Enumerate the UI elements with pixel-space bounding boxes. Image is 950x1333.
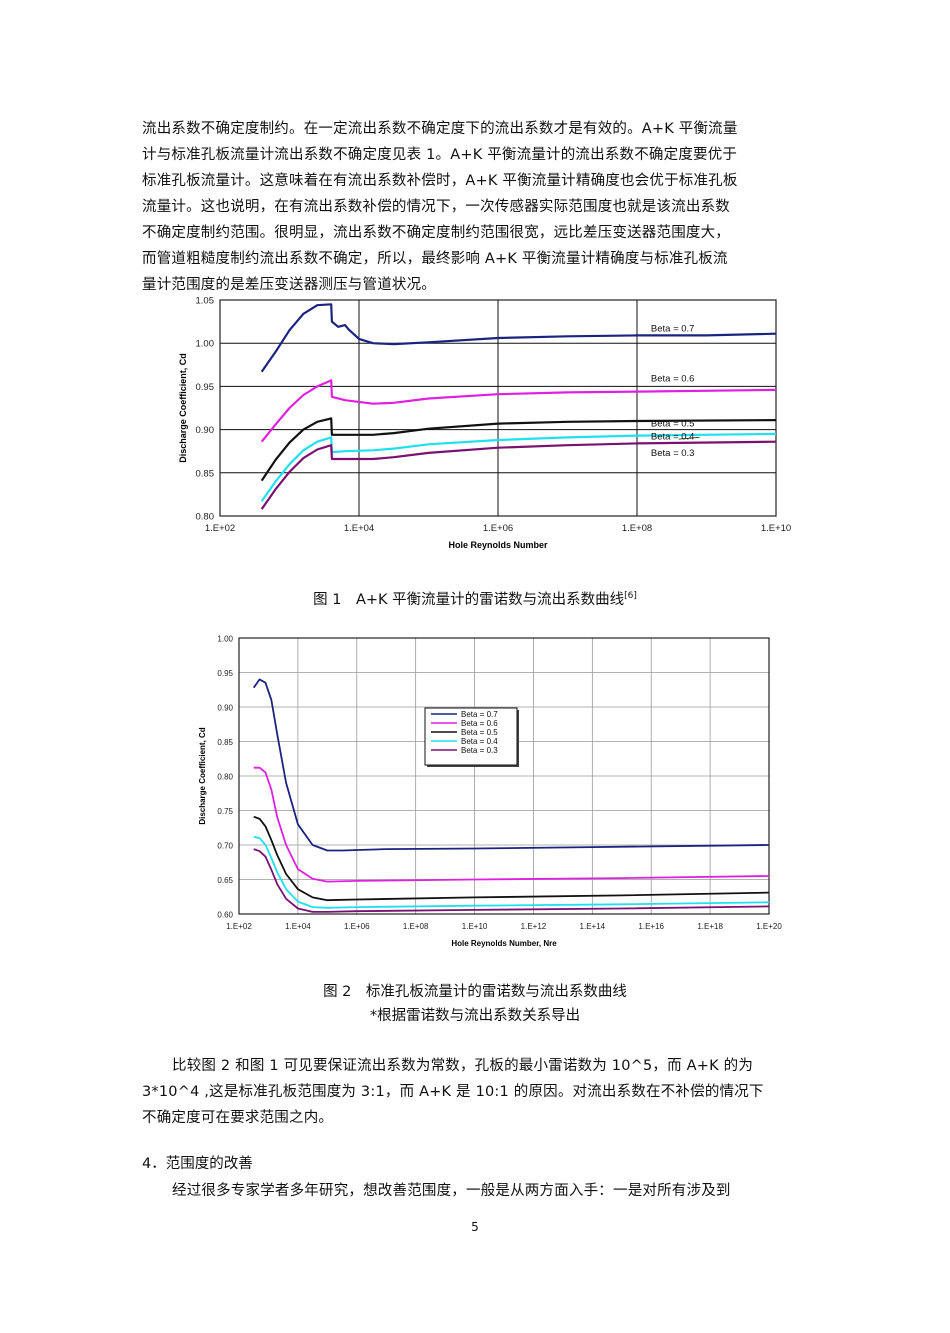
- intro-line: 而管道粗糙度制约流出系数不确定，所以，最终影响 A+K 平衡流量计精确度与标准孔…: [142, 251, 728, 267]
- x-tick-label: 1.E+04: [285, 922, 311, 931]
- figure2-caption: 图 2 标准孔板流量计的雷诺数与流出系数曲线 *根据雷诺数与流出系数关系导出: [0, 980, 950, 1028]
- y-tick-label: 0.95: [217, 669, 233, 678]
- x-tick-label: 1.E+10: [761, 523, 791, 534]
- x-axis-label: Hole Reynolds Number: [448, 540, 548, 550]
- section-heading: 4．范围度的改善: [142, 1156, 253, 1172]
- x-tick-label: 1.E+20: [756, 922, 782, 931]
- y-axis-label: Discharge Coefficient, Cd: [178, 353, 188, 463]
- legend-box: [424, 707, 518, 766]
- y-tick-label: 0.75: [217, 807, 233, 816]
- y-tick-label: 1.05: [196, 296, 215, 307]
- legend-entry: Beta = 0.7: [461, 710, 498, 719]
- figure1-chart: 1.E+02 1.E+04 1.E+06 1.E+08 1.E+10 0.80 0.85 0.…: [178, 296, 791, 551]
- figure1-caption-text: 图 1 A+K 平衡流量计的雷诺数与流出系数曲线: [313, 591, 625, 608]
- label-leader: [678, 436, 700, 440]
- y-tick-label: 0.80: [196, 512, 215, 523]
- figure2-caption-text: 图 2 标准孔板流量计的雷诺数与流出系数曲线: [323, 984, 627, 1000]
- x-tick-label: 1.E+08: [622, 523, 652, 534]
- legend-entry: Beta = 0.5: [461, 728, 498, 737]
- series-line: [253, 848, 770, 913]
- series-line: [253, 815, 770, 902]
- legend-entry: Beta = 0.6: [461, 719, 498, 728]
- y-tick-label: 0.70: [217, 842, 233, 851]
- series-line: [260, 432, 777, 502]
- figure2-chart: 1.E+02 1.E+04 1.E+06 1.E+08 1.E+10 1.E+12 1.E+…: [198, 635, 782, 949]
- y-tick-label: 0.95: [196, 382, 215, 393]
- x-tick-label: 1.E+04: [344, 523, 374, 534]
- x-tick-label: 1.E+02: [226, 922, 252, 931]
- x-tick-label: 1.E+08: [403, 922, 429, 931]
- y-tick-label: 0.90: [196, 425, 215, 436]
- y-tick-label: 0.80: [217, 773, 233, 782]
- series-label: Beta = 0.5: [651, 419, 695, 430]
- series-line: [253, 766, 770, 883]
- plot-border: [238, 637, 770, 915]
- intro-line: 不确定度制约范围。很明显，流出系数不确定度制约范围很宽，远比差压变送器范围度大，: [142, 225, 730, 241]
- compare-paragraph: 比较图 2 和图 1 可见要保证流出系数为常数，孔板的最小雷诺数为 10^5，而…: [142, 1053, 810, 1131]
- section-first-line: 经过很多专家学者多年研究，想改善范围度，一般是从两方面入手：一是对所有涉及到: [172, 1183, 731, 1199]
- figure1-caption-ref: [6]: [624, 591, 637, 601]
- intro-line: 流出系数不确定度制约。在一定流出系数不确定度下的流出系数才是有效的。A+K 平衡…: [142, 121, 738, 137]
- series-line: [260, 303, 777, 373]
- x-tick-label: 1.E+18: [697, 922, 723, 931]
- series-label: Beta = 0.7: [651, 324, 695, 335]
- series-label: Beta = 0.4: [651, 432, 695, 443]
- x-tick-label: 1.E+16: [638, 922, 664, 931]
- x-tick-label: 1.E+14: [580, 922, 606, 931]
- series-label: Beta = 0.6: [651, 374, 695, 385]
- plot-border: [219, 299, 777, 517]
- y-axis-label: Discharge Coefficient, Cd: [198, 727, 207, 824]
- x-tick-label: 1.E+02: [205, 523, 235, 534]
- intro-line: 流量计。这也说明，在有流出系数补偿的情况下，一次传感器实际范围度也就是该流出系数: [142, 199, 730, 215]
- legend-entry: Beta = 0.4: [461, 737, 498, 746]
- y-tick-label: 1.00: [196, 339, 215, 350]
- compare-line: 比较图 2 和图 1 可见要保证流出系数为常数，孔板的最小雷诺数为 10^5，而…: [172, 1058, 754, 1074]
- x-tick-label: 1.E+10: [462, 922, 488, 931]
- y-tick-label: 0.65: [217, 876, 233, 885]
- legend-entry: Beta = 0.3: [461, 746, 498, 755]
- y-tick-label: 0.90: [217, 704, 233, 713]
- figure2-caption-note: *根据雷诺数与流出系数关系导出: [369, 1008, 581, 1024]
- y-tick-label: 0.85: [217, 738, 233, 747]
- compare-line: 3*10^4 ,这是标准孔板范围度为 3:1，而 A+K 是 10:1 的原因。…: [142, 1084, 764, 1100]
- x-tick-label: 1.E+06: [483, 523, 513, 534]
- intro-paragraph: 流出系数不确定度制约。在一定流出系数不确定度下的流出系数才是有效的。A+K 平衡…: [142, 116, 810, 298]
- page-number: 5: [471, 1220, 479, 1234]
- series-line: [260, 417, 777, 482]
- x-tick-label: 1.E+06: [344, 922, 370, 931]
- series-line: [260, 379, 777, 443]
- series-label: Beta = 0.3: [651, 448, 695, 459]
- series-line: [252, 678, 770, 852]
- series-line: [253, 835, 770, 909]
- figure1-caption: 图 1 A+K 平衡流量计的雷诺数与流出系数曲线[6]: [0, 584, 950, 612]
- x-tick-label: 1.E+12: [521, 922, 547, 931]
- intro-line: 量计范围度的是差压变送器测压与管道状况。: [142, 277, 436, 293]
- x-axis-label: Hole Reynolds Number, Nre: [451, 939, 557, 948]
- y-tick-label: 0.85: [196, 468, 215, 479]
- y-tick-label: 0.60: [217, 911, 233, 920]
- intro-line: 计与标准孔板流量计流出系数不确定度见表 1。A+K 平衡流量计的流出系数不确定度…: [142, 147, 738, 163]
- y-tick-label: 1.00: [217, 635, 233, 644]
- series-line: [260, 440, 777, 510]
- compare-line: 不确定度可在要求范围之内。: [142, 1110, 334, 1126]
- intro-line: 标准孔板流量计。这意味着在有流出系数补偿时，A+K 平衡流量计精确度也会优于标准…: [142, 173, 738, 189]
